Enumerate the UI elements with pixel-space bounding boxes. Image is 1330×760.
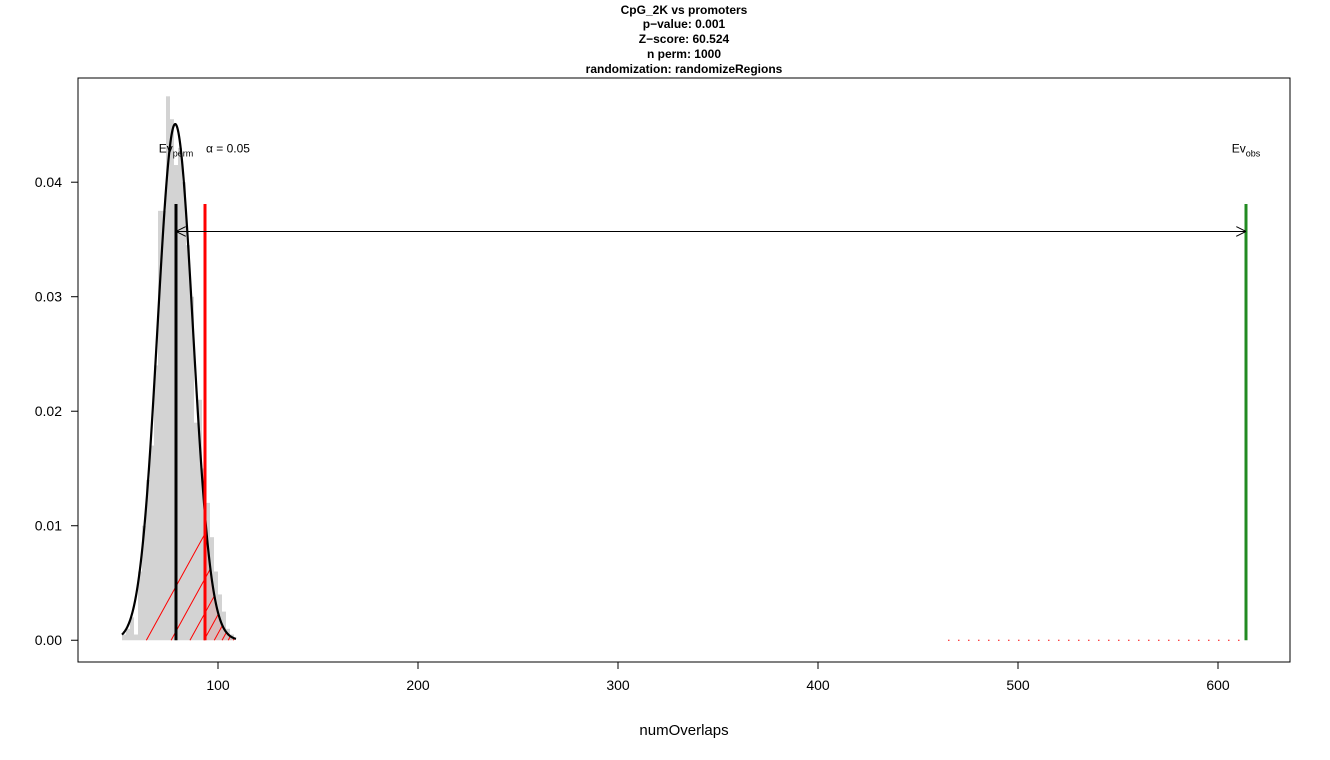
histogram-bar bbox=[198, 399, 202, 641]
title-line-4: n perm: 1000 bbox=[647, 47, 721, 61]
ev-perm-label-main: Ev bbox=[159, 141, 173, 155]
y-tick-label: 0.01 bbox=[35, 518, 62, 534]
alpha-label: α = 0.05 bbox=[206, 141, 250, 155]
histogram-bar bbox=[166, 96, 170, 641]
histogram-bar bbox=[210, 537, 214, 641]
histogram-bar bbox=[138, 571, 142, 641]
histogram-bar bbox=[146, 479, 150, 641]
chart-title: CpG_2K vs promoters p−value: 0.001 Z−sco… bbox=[586, 3, 783, 76]
x-tick-label: 500 bbox=[1006, 677, 1030, 693]
plot-area bbox=[121, 96, 1248, 641]
histogram-bar bbox=[194, 422, 198, 641]
ev-perm-label: Evperm bbox=[159, 141, 194, 158]
x-tick-label: 600 bbox=[1206, 677, 1230, 693]
normal-fit-curve bbox=[121, 122, 237, 640]
histogram-bar bbox=[182, 182, 186, 641]
histogram-bar bbox=[158, 210, 162, 641]
histogram-bar bbox=[134, 634, 138, 641]
histogram-bar bbox=[178, 147, 182, 641]
histogram-bar bbox=[126, 628, 130, 641]
ev-obs-label-main: Ev bbox=[1232, 141, 1246, 155]
title-line-1: CpG_2K vs promoters bbox=[621, 3, 748, 17]
x-axis-title: numOverlaps bbox=[639, 722, 728, 739]
histogram-bar bbox=[150, 445, 154, 641]
significance-hatch-line bbox=[189, 595, 215, 641]
x-tick-label: 200 bbox=[406, 677, 430, 693]
x-tick-label: 100 bbox=[206, 677, 230, 693]
histogram-bar bbox=[122, 634, 126, 641]
significance-hatch-line bbox=[221, 632, 227, 641]
histogram-bar bbox=[170, 119, 174, 641]
histogram-bar bbox=[162, 210, 166, 641]
title-line-2: p−value: 0.001 bbox=[643, 17, 726, 31]
histogram-bar bbox=[186, 245, 190, 641]
ev-obs-label-sub: obs bbox=[1246, 148, 1261, 158]
ev-obs-label: Evobs bbox=[1232, 141, 1261, 158]
y-tick-label: 0.03 bbox=[35, 289, 62, 305]
significance-region-fill bbox=[204, 507, 236, 641]
histogram-bar bbox=[142, 525, 146, 641]
x-tick-label: 300 bbox=[606, 677, 630, 693]
y-tick-label: 0.02 bbox=[35, 403, 62, 419]
histogram-bar bbox=[222, 611, 226, 641]
x-axis: 100 200 300 400 500 600 bbox=[206, 661, 1230, 693]
y-axis: 0.00 0.01 0.02 0.03 0.04 bbox=[35, 174, 79, 648]
y-tick-label: 0.00 bbox=[35, 632, 62, 648]
x-tick-label: 400 bbox=[806, 677, 830, 693]
significance-hatch-line bbox=[213, 625, 223, 641]
plot-frame bbox=[77, 77, 1291, 663]
histogram-bar bbox=[190, 296, 194, 641]
histogram-bar bbox=[154, 365, 158, 641]
y-tick-label: 0.04 bbox=[35, 174, 62, 190]
histogram-bar bbox=[206, 502, 210, 641]
title-line-5: randomization: randomizeRegions bbox=[586, 62, 783, 76]
histogram-bar bbox=[130, 617, 134, 641]
title-line-3: Z−score: 60.524 bbox=[639, 32, 730, 46]
ev-perm-label-sub: perm bbox=[173, 148, 194, 158]
